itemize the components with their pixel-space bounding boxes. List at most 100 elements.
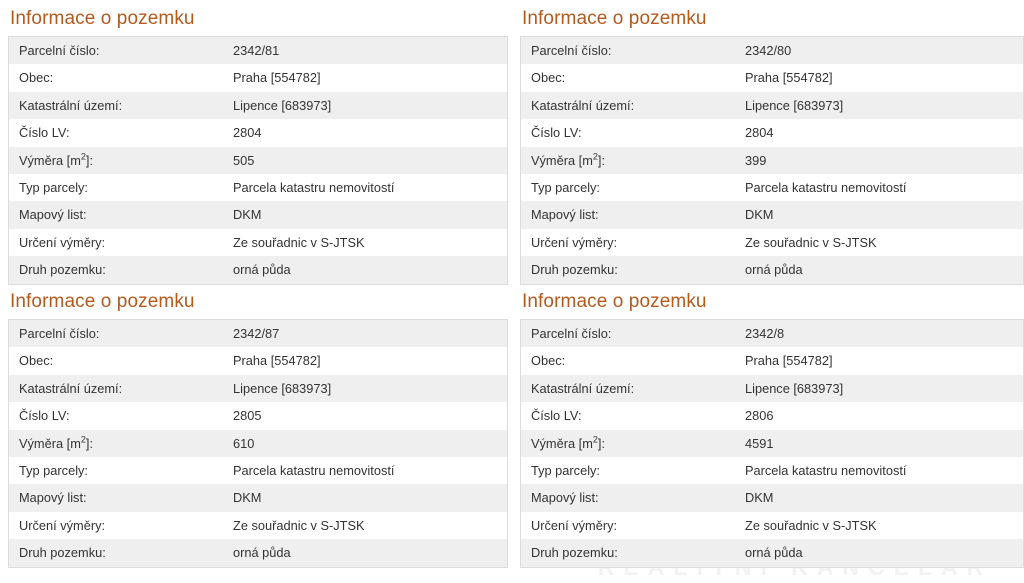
row-label: Katastrální území:: [531, 97, 635, 113]
row-value: Ze souřadnic v S-JTSK: [745, 517, 877, 533]
row-label: Číslo LV:: [19, 125, 70, 141]
table-row: Parcelní číslo: 2342/87: [8, 319, 508, 348]
row-label: Číslo LV:: [531, 408, 582, 424]
land-info-panel-4: ATRIA REALITNÍ KANCELÁŘ Informace o poze…: [512, 285, 1024, 583]
row-value: Ze souřadnic v S-JTSK: [233, 234, 365, 250]
table-row: Mapový list: DKM: [8, 201, 508, 229]
row-value: orná půda: [233, 262, 291, 278]
row-value: Parcela katastru nemovitostí: [745, 463, 907, 479]
row-label: Typ parcely:: [531, 463, 600, 479]
row-value: Ze souřadnic v S-JTSK: [745, 234, 877, 250]
row-label: Typ parcely:: [19, 463, 88, 479]
row-label: Výměra [m2]:: [531, 434, 606, 451]
table-row: Určení výměry: Ze souřadnic v S-JTSK: [8, 228, 508, 257]
row-value: 610: [233, 435, 255, 451]
row-label: Typ parcely:: [531, 180, 600, 196]
table-row: Výměra [m2]: 610: [8, 429, 508, 458]
row-label: Určení výměry:: [19, 517, 106, 533]
row-label: Mapový list:: [19, 490, 87, 506]
row-label: Číslo LV:: [531, 125, 582, 141]
table-row: Parcelní číslo: 2342/8: [520, 319, 1024, 348]
table-row: Výměra [m2]: 399: [520, 146, 1024, 175]
row-label: Parcelní číslo:: [531, 326, 612, 341]
row-label: Druh pozemku:: [19, 545, 106, 561]
row-value: 2342/87: [233, 326, 280, 341]
panel-title: Informace o pozemku: [10, 8, 195, 29]
row-value: Parcela katastru nemovitostí: [233, 180, 395, 196]
table-row: Určení výměry: Ze souřadnic v S-JTSK: [520, 511, 1024, 540]
table-row: Katastrální území: Lipence [683973]: [8, 374, 508, 403]
row-label: Parcelní číslo:: [19, 43, 100, 58]
row-value: 2805: [233, 408, 262, 424]
table-row: Typ parcely: Parcela katastru nemovitost…: [520, 457, 1024, 485]
row-label: Druh pozemku:: [531, 545, 618, 561]
table-row: Katastrální území: Lipence [683973]: [520, 91, 1024, 120]
row-label: Číslo LV:: [19, 408, 70, 424]
row-value: Parcela katastru nemovitostí: [745, 180, 907, 196]
table-row: Určení výměry: Ze souřadnic v S-JTSK: [520, 228, 1024, 257]
row-value: Praha [554782]: [745, 353, 833, 369]
row-label: Parcelní číslo:: [531, 43, 612, 58]
row-value: orná půda: [745, 262, 803, 278]
table-row: Mapový list: DKM: [520, 201, 1024, 229]
row-value: Praha [554782]: [233, 70, 321, 86]
table-row: Určení výměry: Ze souřadnic v S-JTSK: [8, 511, 508, 540]
table-row: Číslo LV: 2806: [520, 402, 1024, 430]
table-row: Číslo LV: 2805: [8, 402, 508, 430]
row-value: DKM: [233, 490, 262, 506]
table-row: Parcelní číslo: 2342/80: [520, 36, 1024, 65]
row-value: Lipence [683973]: [233, 380, 332, 396]
row-value: Praha [554782]: [745, 70, 833, 86]
table-row: Katastrální území: Lipence [683973]: [520, 374, 1024, 403]
row-label: Obec:: [531, 353, 566, 369]
table-row: Číslo LV: 2804: [520, 119, 1024, 147]
row-value: 505: [233, 152, 255, 168]
row-value: 2342/8: [745, 326, 785, 341]
land-info-table: Parcelní číslo: 2342/8 Obec: Praha [5547…: [520, 319, 1024, 568]
table-row: Číslo LV: 2804: [8, 119, 508, 147]
row-value: DKM: [233, 207, 262, 223]
land-info-panel-2: Informace o pozemku Parcelní číslo: 2342…: [512, 0, 1024, 285]
land-info-panel-3: Informace o pozemku Parcelní číslo: 2342…: [0, 285, 512, 583]
table-row: Mapový list: DKM: [8, 484, 508, 512]
panel-title: Informace o pozemku: [522, 291, 707, 312]
row-value: Ze souřadnic v S-JTSK: [233, 517, 365, 533]
row-label: Katastrální území:: [531, 380, 635, 396]
row-label: Mapový list:: [531, 490, 599, 506]
row-value: 399: [745, 152, 767, 168]
table-row: Typ parcely: Parcela katastru nemovitost…: [8, 174, 508, 202]
row-label: Výměra [m2]:: [19, 434, 94, 451]
row-label: Druh pozemku:: [19, 262, 106, 278]
row-value: 2342/81: [233, 43, 280, 58]
row-value: Praha [554782]: [233, 353, 321, 369]
row-value: 2806: [745, 408, 774, 424]
table-row: Obec: Praha [554782]: [520, 64, 1024, 92]
table-row: Katastrální území: Lipence [683973]: [8, 91, 508, 120]
row-value: orná půda: [233, 545, 291, 561]
table-row: Parcelní číslo: 2342/81: [8, 36, 508, 65]
land-info-panel-1: Informace o pozemku Parcelní číslo: 2342…: [0, 0, 512, 285]
land-info-table: Parcelní číslo: 2342/80 Obec: Praha [554…: [520, 36, 1024, 285]
row-value: DKM: [745, 490, 774, 506]
row-label: Parcelní číslo:: [19, 326, 100, 341]
table-row: Typ parcely: Parcela katastru nemovitost…: [8, 457, 508, 485]
table-row: Druh pozemku: orná půda: [8, 256, 508, 285]
table-row: Obec: Praha [554782]: [8, 64, 508, 92]
table-row: Obec: Praha [554782]: [520, 347, 1024, 375]
panel-title: Informace o pozemku: [522, 8, 707, 29]
panel-title: Informace o pozemku: [10, 291, 195, 312]
row-label: Obec:: [531, 70, 566, 86]
row-value: 2804: [233, 125, 262, 141]
row-value: Lipence [683973]: [745, 97, 844, 113]
land-info-table: Parcelní číslo: 2342/87 Obec: Praha [554…: [8, 319, 508, 568]
table-row: Výměra [m2]: 4591: [520, 429, 1024, 458]
table-row: Typ parcely: Parcela katastru nemovitost…: [520, 174, 1024, 202]
row-value: 2342/80: [745, 43, 792, 58]
row-value: 4591: [745, 435, 774, 451]
row-label: Určení výměry:: [531, 517, 618, 533]
row-label: Mapový list:: [19, 207, 87, 223]
table-row: Obec: Praha [554782]: [8, 347, 508, 375]
row-label: Katastrální území:: [19, 97, 123, 113]
row-label: Výměra [m2]:: [531, 151, 606, 168]
row-label: Mapový list:: [531, 207, 599, 223]
